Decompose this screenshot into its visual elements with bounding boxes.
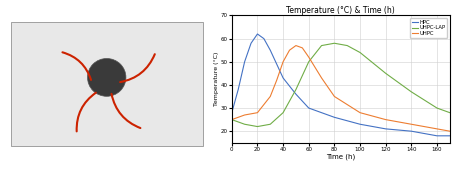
UHPC bbox=[235, 116, 241, 118]
UHPC-LAP bbox=[357, 51, 363, 53]
HPC bbox=[434, 135, 440, 137]
UHPC bbox=[383, 119, 388, 121]
UHPC bbox=[447, 130, 453, 132]
UHPC-LAP bbox=[447, 112, 453, 114]
UHPC bbox=[287, 49, 292, 51]
UHPC bbox=[409, 123, 414, 125]
Line: UHPC: UHPC bbox=[232, 46, 450, 131]
HPC bbox=[357, 123, 363, 125]
HPC bbox=[332, 116, 337, 118]
HPC bbox=[248, 42, 254, 44]
UHPC-LAP bbox=[268, 123, 273, 125]
UHPC bbox=[293, 45, 299, 47]
HPC bbox=[242, 61, 247, 63]
UHPC bbox=[242, 114, 247, 116]
HPC bbox=[229, 112, 235, 114]
UHPC-LAP bbox=[229, 119, 235, 121]
Line: HPC: HPC bbox=[232, 34, 450, 136]
UHPC-LAP bbox=[383, 72, 388, 74]
Title: Temperature (°C) & Time (h): Temperature (°C) & Time (h) bbox=[286, 6, 395, 15]
UHPC bbox=[255, 112, 260, 114]
UHPC bbox=[306, 56, 312, 58]
HPC bbox=[409, 130, 414, 132]
UHPC-LAP bbox=[235, 121, 241, 123]
UHPC bbox=[229, 119, 235, 121]
UHPC bbox=[332, 95, 337, 98]
HPC bbox=[261, 38, 267, 40]
UHPC-LAP bbox=[242, 123, 247, 125]
HPC bbox=[268, 49, 273, 51]
UHPC-LAP bbox=[434, 107, 440, 109]
UHPC-LAP bbox=[344, 45, 350, 47]
UHPC-LAP bbox=[280, 112, 286, 114]
UHPC-LAP bbox=[409, 91, 414, 93]
UHPC bbox=[434, 128, 440, 130]
UHPC-LAP bbox=[255, 126, 260, 128]
UHPC bbox=[280, 61, 286, 63]
UHPC bbox=[319, 77, 325, 79]
Ellipse shape bbox=[88, 58, 126, 96]
X-axis label: Time (h): Time (h) bbox=[326, 153, 355, 160]
HPC bbox=[255, 33, 260, 35]
UHPC bbox=[274, 79, 280, 81]
UHPC-LAP bbox=[293, 89, 299, 91]
UHPC bbox=[357, 112, 363, 114]
HPC bbox=[280, 77, 286, 79]
UHPC-LAP bbox=[319, 45, 325, 47]
UHPC-LAP bbox=[306, 61, 312, 63]
UHPC bbox=[300, 47, 305, 49]
UHPC-LAP bbox=[332, 42, 337, 44]
HPC bbox=[306, 107, 312, 109]
HPC bbox=[447, 135, 453, 137]
Legend: HPC, UHPC-LAP, UHPC: HPC, UHPC-LAP, UHPC bbox=[410, 18, 447, 38]
Bar bbox=[11, 22, 203, 146]
HPC bbox=[235, 89, 241, 91]
HPC bbox=[293, 93, 299, 95]
Line: UHPC-LAP: UHPC-LAP bbox=[232, 43, 450, 127]
UHPC bbox=[268, 95, 273, 98]
Y-axis label: Temperature (°C): Temperature (°C) bbox=[214, 52, 219, 106]
HPC bbox=[383, 128, 388, 130]
